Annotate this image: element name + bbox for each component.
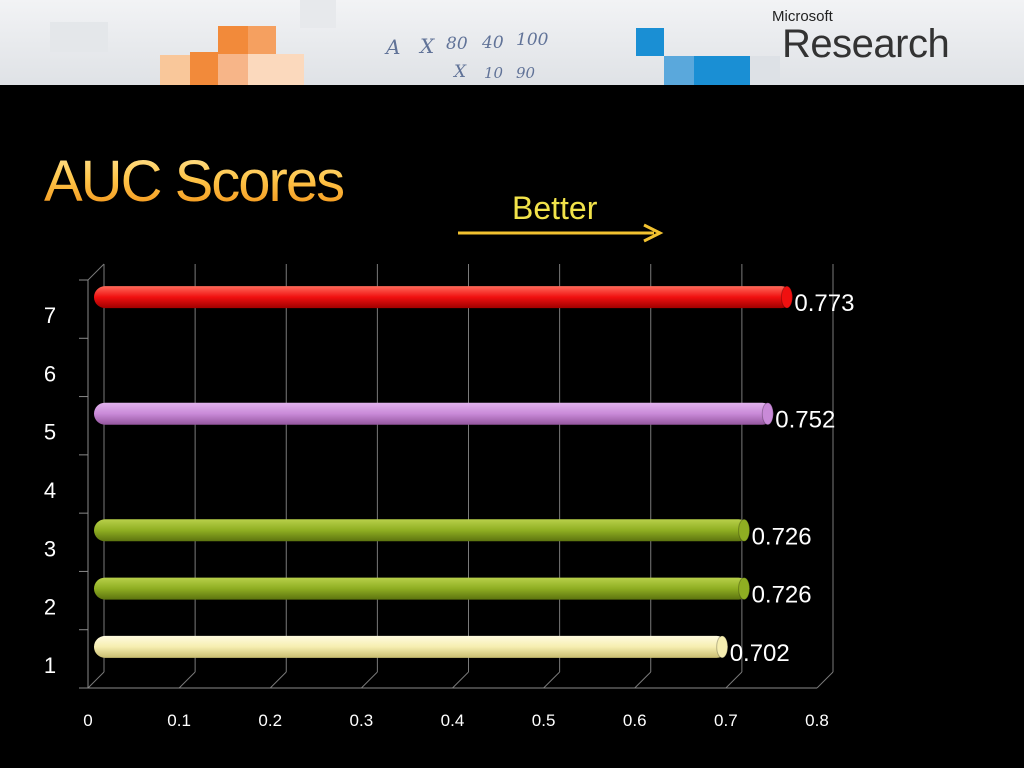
bar-value-label: 0.726: [752, 523, 812, 550]
floor-gridline: [269, 671, 287, 689]
floor-gridline: [178, 671, 196, 689]
x-tick-label: 0.3: [350, 711, 374, 730]
bar: [94, 518, 751, 542]
x-tick-label: 0.5: [532, 711, 556, 730]
whiteboard-note: 10: [484, 64, 504, 82]
bar: [94, 577, 751, 601]
x-tick-label: 0.2: [258, 711, 282, 730]
floor-gridline: [87, 671, 105, 689]
floor-gridline: [725, 671, 743, 689]
floor-gridline: [816, 671, 834, 689]
header-banner: A X 80 40 100 X 10 90 Microsoft Research: [0, 0, 1024, 85]
whiteboard-note: X: [420, 34, 435, 58]
better-label: Better: [512, 190, 598, 226]
y-category-label: 5: [44, 420, 56, 445]
better-arrow: [458, 223, 664, 243]
floor-gridline: [634, 671, 652, 689]
x-tick-label: 0.7: [714, 711, 738, 730]
top-depth-edge: [87, 263, 105, 281]
floor-gridline: [361, 671, 378, 689]
bar: [94, 402, 774, 426]
whiteboard-note: 80: [446, 34, 468, 54]
y-category-label: 4: [44, 478, 56, 503]
floor-gridline: [452, 671, 469, 689]
slide-title: AUC Scores: [44, 149, 345, 214]
bar-value-label: 0.752: [775, 407, 835, 434]
y-category-label: 1: [44, 653, 56, 678]
whiteboard-note: X: [454, 62, 467, 82]
bar-value-label: 0.773: [794, 290, 854, 317]
whiteboard-note: 40: [482, 33, 504, 53]
x-tick-label: 0.4: [441, 711, 465, 730]
logo-research: Research: [782, 22, 950, 66]
bar-value-label: 0.702: [730, 640, 790, 667]
x-tick-label: 0.6: [623, 711, 647, 730]
bar-value-label: 0.726: [752, 582, 812, 609]
whiteboard-note: A: [386, 35, 401, 59]
y-category-label: 6: [44, 361, 56, 386]
whiteboard-note: 90: [516, 64, 536, 82]
bar: [94, 285, 793, 309]
y-category-label: 7: [44, 303, 56, 328]
x-tick-label: 0.1: [167, 711, 191, 730]
y-category-label: 2: [44, 595, 56, 620]
x-tick-label: 0.8: [805, 711, 829, 730]
floor-gridline: [543, 671, 560, 689]
x-tick-label: 0: [83, 711, 92, 730]
bar: [94, 635, 729, 659]
logo-microsoft: Microsoft: [772, 8, 833, 25]
y-category-label: 3: [44, 536, 56, 561]
whiteboard-note: 100: [516, 30, 549, 50]
